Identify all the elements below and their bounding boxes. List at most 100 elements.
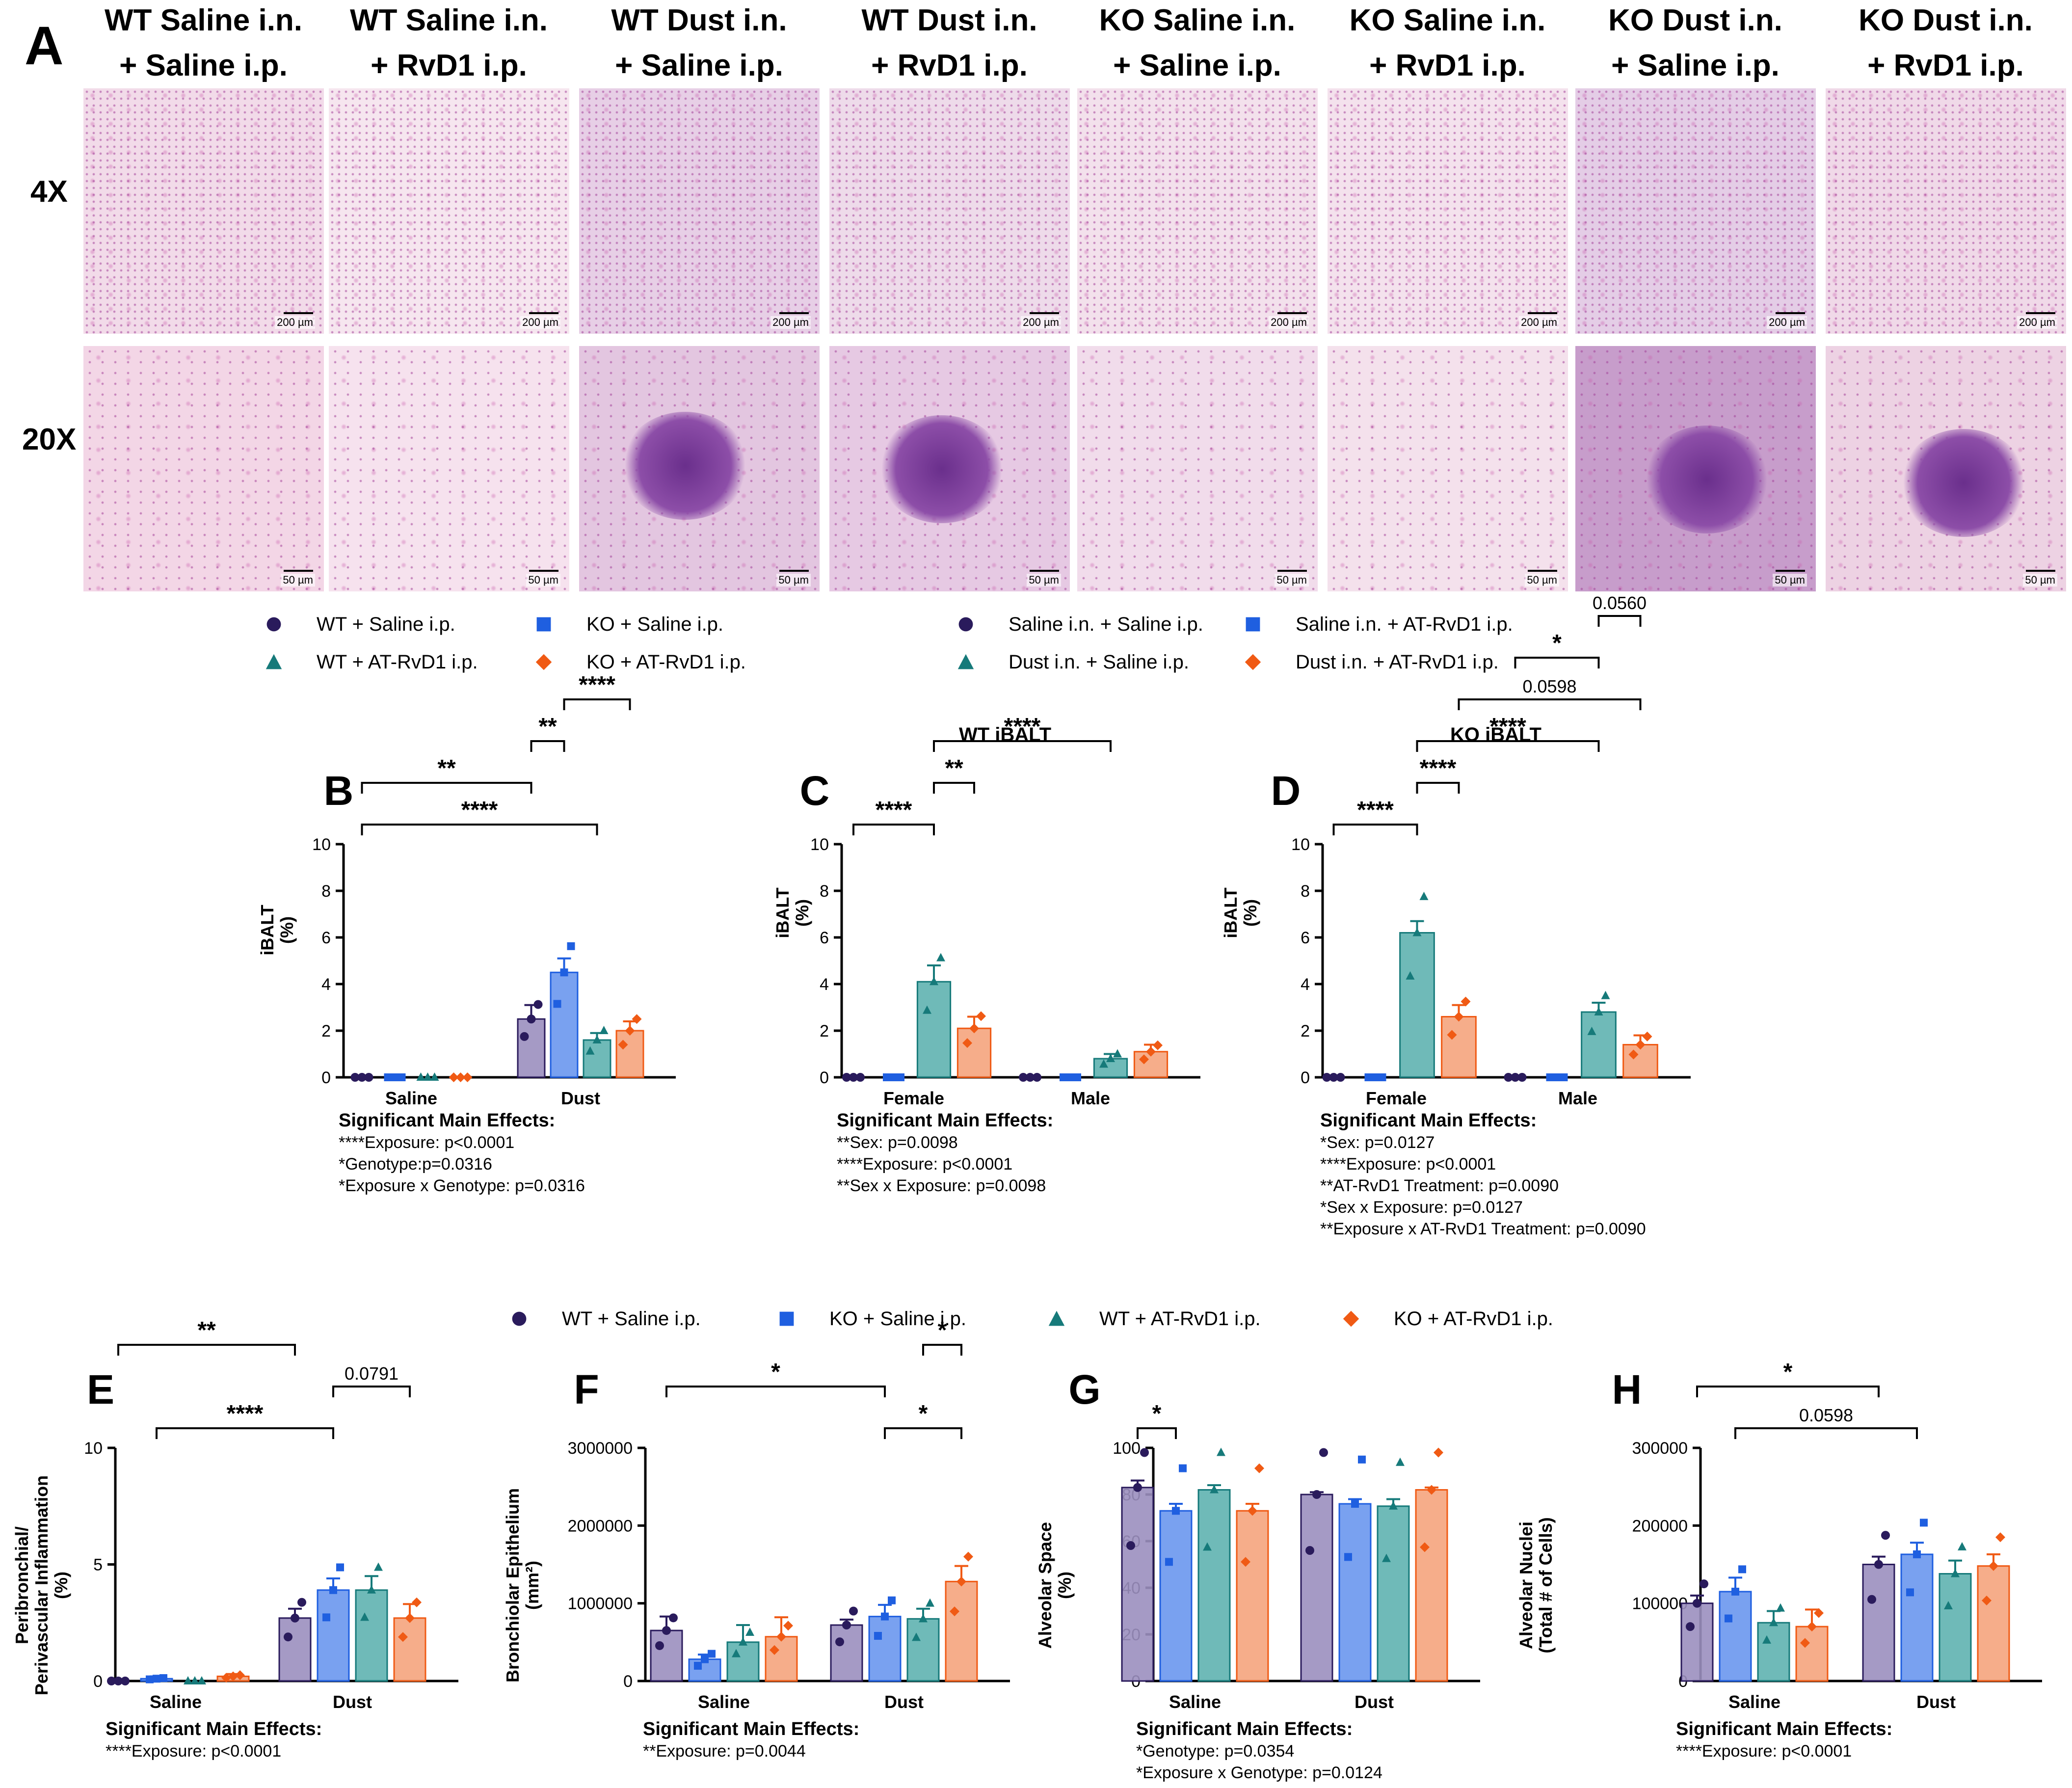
data-point [856,1073,865,1082]
data-point [1066,1073,1074,1081]
legend-label: Dust i.n. + Saline i.p. [1009,651,1189,673]
row-label-20x: 20X [22,423,77,456]
data-point [1113,1049,1122,1058]
data-point [662,1626,671,1635]
histology-image-4x: 200 µm [1328,88,1568,334]
data-point [364,1073,373,1082]
main-effects-heading: Significant Main Effects: [339,1110,555,1131]
x-tick-label: Female [883,1088,944,1108]
data-point [1254,1463,1264,1473]
data-point [1106,1054,1115,1062]
data-point [849,1073,858,1082]
x-tick-label: Dust [884,1692,924,1712]
y-axis-label-line: (mm²) [522,1561,542,1610]
bar [1159,1510,1193,1682]
y-tick-label: 0 [623,1672,633,1691]
significance-bracket [933,782,975,794]
scale-bar [1528,312,1557,314]
data-point [926,1598,934,1607]
scale-bar [284,312,313,314]
x-tick-label: Dust [333,1692,372,1712]
data-point [1800,1638,1810,1648]
y-axis-label-line: iBALT [1221,887,1241,938]
y-tick-label: 1000000 [568,1595,633,1613]
scale-bar [1277,570,1307,572]
column-title: WT Dust i.n. + Saline i.p. [611,3,787,82]
data-point [398,1073,406,1081]
data-point [398,1632,408,1642]
tissue-cluster [1643,426,1771,534]
panel-label: D [1271,768,1301,814]
significance-bracket [852,824,935,835]
main-effect-note: *Exposure x Genotype: p=0.0316 [339,1176,585,1195]
data-point [1139,1054,1149,1065]
panel-label: F [574,1366,599,1413]
data-point [890,1073,898,1081]
main-effect-note: **Sex x Exposure: p=0.0098 [837,1176,1046,1195]
data-point [360,1612,369,1621]
histology-image-4x: 200 µm [83,88,324,334]
legend-label: KO + AT-RvD1 i.p. [586,651,746,673]
data-point [1881,1531,1890,1540]
data-point [455,1072,466,1082]
histology-image-4x: 200 µm [1826,88,2066,334]
bar [1900,1553,1934,1682]
panel-a-label: A [25,16,64,76]
chart-panel-g: G020406080100Alveolar Space(%)SalineDust… [1035,1366,1480,1782]
y-axis-label-line: Alveolar Nuclei [1516,1521,1536,1649]
scale-bar [529,312,558,314]
histology-image-4x: 200 µm [829,88,1070,334]
y-axis-label: iBALT (%) [257,905,297,955]
y-axis-label-line: iBALT [772,887,793,938]
y-axis-label-line: (%) [51,1572,71,1599]
significance-bracket [563,698,631,710]
bar [1719,1591,1752,1682]
data-point [956,1576,966,1587]
data-point [114,1677,123,1685]
y-tick-label: 0 [1301,1068,1310,1087]
data-point [1165,1558,1173,1566]
histology-image-4x: 200 µm [329,88,569,334]
main-effect-note: ****Exposure: p<0.0001 [339,1133,514,1152]
scale-bar-label: 200 µm [1021,316,1061,329]
main-effect-note: **Sex: p=0.0098 [837,1133,958,1152]
main-effects-heading: Significant Main Effects: [106,1719,322,1739]
column-title: WT Dust i.n. + RvD1 i.p. [861,3,1037,82]
y-axis-label: Bronchiolar Epithelium (mm²) [503,1488,542,1682]
data-point [1179,1464,1187,1472]
scale-bar [529,570,558,572]
significance-bracket [1458,698,1642,710]
legend-marker-square-icon [535,615,553,636]
y-axis-label-line: Perivascular Inflammation [31,1475,52,1695]
data-point [897,1073,904,1081]
scale-bar-label: 50 µm [526,574,560,587]
y-tick-label: 8 [321,882,331,901]
significance-label: **** [227,1401,264,1427]
data-point [842,1621,851,1629]
data-point [1382,1553,1391,1562]
data-point [1389,1501,1398,1510]
bar [1977,1565,2010,1682]
y-tick-label: 3000000 [568,1439,633,1458]
main-effect-note: *Genotype: p=0.0354 [1136,1742,1294,1761]
y-tick-label: 4 [1301,975,1310,994]
data-point [1378,1073,1386,1081]
data-point [159,1674,167,1682]
bar [517,1018,546,1078]
data-point [153,1675,160,1683]
significance-label: ** [538,714,557,740]
significance-label: 0.0598 [1522,676,1576,696]
data-point [560,968,568,977]
bar [615,1030,644,1078]
data-point [297,1598,306,1607]
panel-label: H [1612,1366,1642,1413]
significance-bracket [1416,782,1460,794]
significance-bracket [361,824,598,835]
y-tick-label: 10 [84,1439,103,1458]
bar [868,1616,902,1682]
main-effect-note: ****Exposure: p<0.0001 [106,1742,281,1761]
data-point [197,1676,206,1684]
